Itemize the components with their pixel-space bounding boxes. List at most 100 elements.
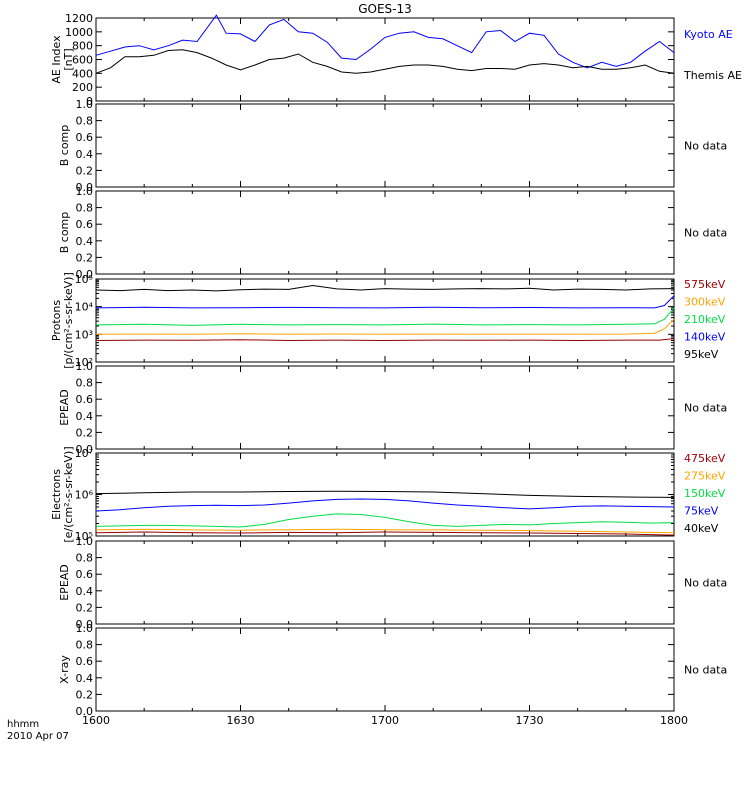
legend-entry: 40keV [684,522,719,535]
y-axis-label: B comp [58,125,71,167]
y-tick-label: 0.8 [76,377,94,390]
y-axis-label: X-ray [58,655,71,684]
y-tick-label: 0.0 [76,181,94,194]
y-axis-label: B comp [58,212,71,254]
x-tick-label: 1630 [227,714,255,727]
y-tick-label: 0.8 [76,202,94,215]
series-line-300kev [95,318,675,335]
y-tick-label: 0.6 [76,131,94,144]
date-label: 2010 Apr 07 [7,731,69,742]
panel-frame [95,278,675,363]
y-axis-label: Protons [50,300,63,341]
legend-entry: 75keV [684,505,719,518]
y-tick-label: 1.0 [76,622,94,635]
legend-entry: Kyoto AE [684,28,733,41]
panel-frame [95,17,675,102]
y-tick-label: 1000 [65,26,93,39]
series-line-150kev [95,513,675,528]
series-line-75kev [95,498,675,512]
legend-entry: 275keV [684,470,726,483]
y-tick-label: 0.4 [76,410,94,423]
y-tick-label: 0.2 [76,251,94,264]
y-tick-label: 0.2 [76,601,94,614]
y-tick-label: 10⁵ [75,273,93,286]
y-tick-label: 0.0 [76,268,94,281]
series-line-275kev [95,528,675,534]
y-tick-label: 0.6 [76,655,94,668]
series-line-210kev [95,307,675,326]
y-axis-label: AE Index [50,35,63,84]
y-tick-label: 0.6 [76,393,94,406]
panel-8: 0.0 0.2 0.4 0.6 0.8 1.0 X-ray No data [58,622,727,718]
y-tick-label: 0.0 [76,705,94,718]
series-line-95kev [95,284,675,292]
y-tick-label: 0.2 [76,164,94,177]
time-axis-label: hhmm [7,719,39,730]
y-tick-label: 1.0 [76,185,94,198]
y-tick-label: 0.4 [76,585,94,598]
y-tick-label: 0.6 [76,218,94,231]
x-tick-label: 1800 [660,714,688,727]
y-tick-label: 0.8 [76,639,94,652]
y-tick-label: 0.8 [76,115,94,128]
panel-frame [95,540,675,625]
no-data-note: No data [684,227,727,240]
legend-entry: 140keV [684,331,726,344]
legend-entry: 150keV [684,487,726,500]
series-line-themis-ae [95,49,675,74]
legend-entry: 300keV [684,296,726,309]
y-tick-label: 600 [72,54,93,67]
no-data-note: No data [684,664,727,677]
no-data-note: No data [684,402,727,415]
panel-4: 10² 10³ 10⁴ 10⁵ Protons [p/(cm²-s-sr-keV)] 575… [50,272,726,369]
y-tick-label: 10⁷ [75,447,93,460]
series-line-140kev [95,295,675,309]
panel-frame [95,627,675,712]
y-axis-label: Electrons [50,469,63,520]
x-tick-label: 1700 [371,714,399,727]
plot-title: GOES-13 [358,2,412,16]
y-tick-label: 800 [72,40,93,53]
y-axis-units: [nT] [62,48,75,70]
panel-frame [95,365,675,450]
y-tick-label: 200 [72,81,93,94]
legend-entry: 575keV [684,278,726,291]
legend-entry: 475keV [684,452,726,465]
y-tick-label: 0 [86,95,93,108]
series-line-575kev [95,338,675,342]
y-tick-label: 10³ [75,328,93,341]
panel-7: 0.0 0.2 0.4 0.6 0.8 1.0 EPEAD No data [58,535,727,631]
y-tick-label: 10² [75,356,93,369]
y-axis-label: EPEAD [58,389,71,426]
y-tick-label: 0.4 [76,235,94,248]
x-tick-label: 1730 [516,714,544,727]
no-data-note: No data [684,140,727,153]
legend-entry: 210keV [684,313,726,326]
panel-2: 0.0 0.2 0.4 0.6 0.8 1.0 B comp No data [58,98,727,194]
series-line-kyoto-ae [95,14,675,69]
y-tick-label: 10⁴ [75,301,94,314]
y-tick-label: 0.2 [76,688,94,701]
y-tick-label: 1.0 [76,98,94,111]
y-tick-label: 0.0 [76,443,94,456]
legend-entry: Themis AE [683,69,742,82]
y-tick-label: 0.2 [76,426,94,439]
panel-frame [95,452,675,537]
y-tick-label: 0.8 [76,552,94,565]
panel-6: 10⁵ 10⁶ 10⁷ Electrons [e/(cm²-s-sr-keV)] 475k… [50,446,726,543]
y-axis-units: [e/(cm²-s-sr-keV)] [62,446,75,542]
x-tick-label: 1600 [82,714,110,727]
y-tick-label: 10⁵ [75,530,93,543]
y-tick-label: 0.4 [76,672,94,685]
y-tick-label: 10⁶ [75,489,94,502]
y-axis-units: [p/(cm²-s-sr-keV)] [62,272,75,369]
panel-5: 0.0 0.2 0.4 0.6 0.8 1.0 EPEAD No data [58,360,727,456]
y-tick-label: 0.4 [76,148,94,161]
y-tick-label: 400 [72,67,93,80]
y-tick-label: 1200 [65,12,93,25]
series-line-40kev [95,490,675,498]
